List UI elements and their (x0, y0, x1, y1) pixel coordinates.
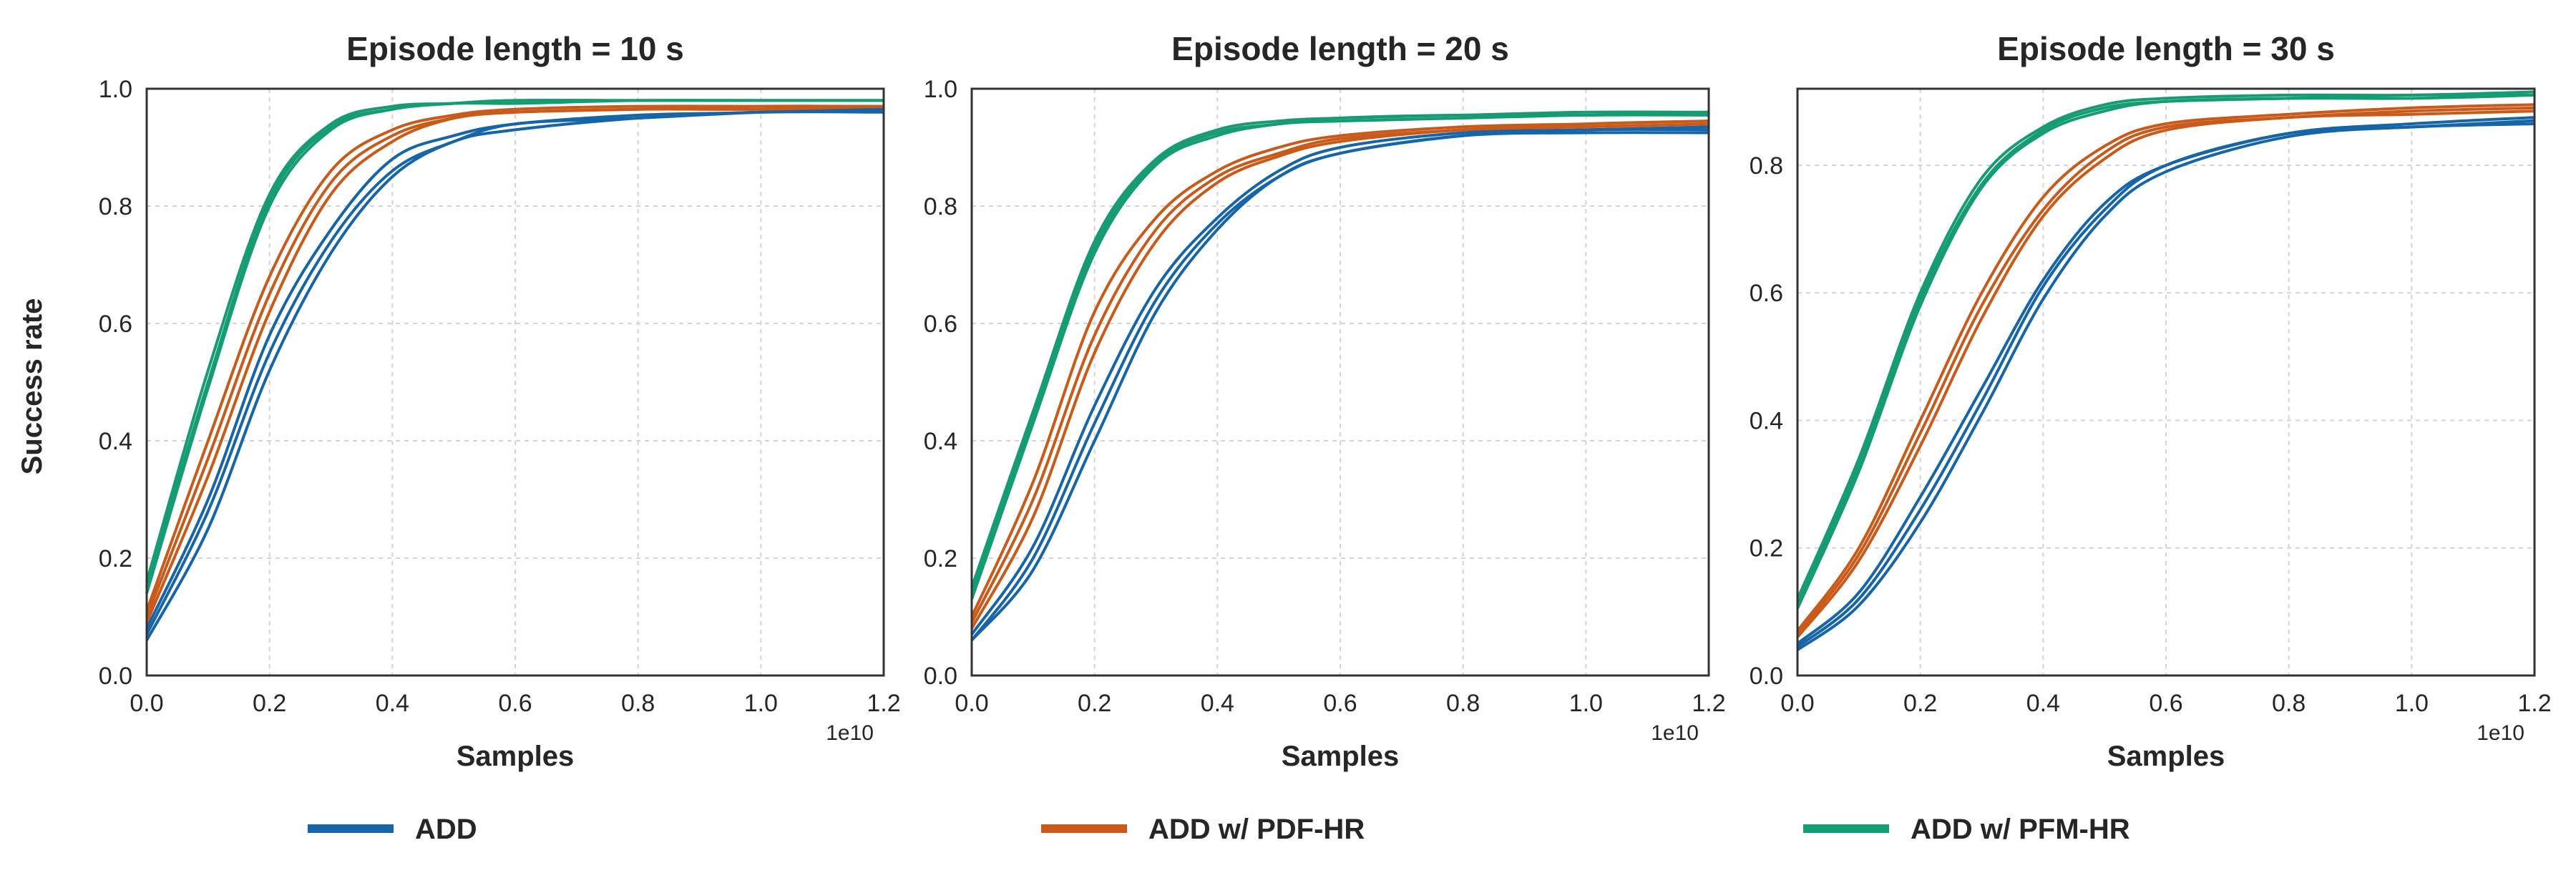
series-line-add-w-pdf-hr-run-3 (1796, 109, 2535, 638)
plot-frame (970, 87, 1710, 677)
legend-label: ADD (415, 814, 477, 845)
y-tick-label: 0.8 (1750, 152, 1783, 180)
x-tick-label: 0.6 (1323, 690, 1357, 717)
y-tick-label: 0.4 (1750, 407, 1783, 434)
y-tick-label: 0.8 (924, 193, 957, 220)
x-tick-label: 0.8 (1446, 690, 1480, 717)
y-tick-label: 0.2 (924, 545, 957, 572)
x-tick-label: 1.2 (2517, 690, 2551, 717)
y-tick-label: 0.4 (99, 428, 132, 455)
legend-label: ADD w/ PFM-HR (1911, 814, 2130, 845)
series-line-add-w-pdf-hr-run-3 (145, 104, 884, 623)
x-tick-label: 0.6 (498, 690, 532, 717)
x-tick-label: 0.0 (130, 690, 163, 717)
legend-label: ADD w/ PDF-HR (1148, 814, 1365, 845)
series-line-add-w-pdf-hr-run-2 (970, 120, 1709, 624)
x-tick-label: 0.4 (376, 690, 409, 717)
x-tick-label: 0.8 (2272, 690, 2306, 717)
series-line-add-w-pdf-hr-run-1 (1796, 103, 2535, 632)
y-tick-label: 0.8 (99, 193, 132, 220)
x-tick-label: 0.4 (1201, 690, 1234, 717)
y-tick-label: 1.0 (99, 76, 132, 103)
series-line-add-run-3 (1796, 122, 2535, 651)
chart-panel-1: 0.0 0.2 0.4 0.6 0.8 1.0 1.2 0.0 0.2 0.4 0.6 0.8 1.0 1… (99, 30, 901, 772)
y-tick-label: 0.0 (1750, 663, 1783, 690)
chart-panels: 0.0 0.2 0.4 0.6 0.8 1.0 1.2 0.0 0.2 0.4 0.6 0.8 1.0 1… (99, 30, 2552, 772)
x-axis-label: Samples (2107, 741, 2225, 772)
x-tick-label: 0.8 (621, 690, 655, 717)
x-exponent-label: 1e10 (826, 721, 874, 745)
series-line-add-w-pdf-hr-run-2 (145, 104, 884, 618)
y-tick-label: 0.0 (924, 663, 957, 690)
x-tick-label: 0.0 (1780, 690, 1814, 717)
legend-item-2: ADD w/ PDF-HR (1041, 814, 1365, 845)
panel-title: Episode length = 20 s (1171, 30, 1509, 67)
x-tick-label: 0.6 (2149, 690, 2182, 717)
x-tick-label: 1.2 (1692, 690, 1725, 717)
series-line-add-w-pfm-hr-run-3 (970, 113, 1709, 600)
series-line-add-run-3 (145, 110, 884, 641)
series-line-add-w-pdf-hr-run-3 (970, 122, 1709, 630)
y-tick-label: 0.2 (1750, 535, 1783, 562)
y-tick-label: 0.4 (924, 428, 957, 455)
series-line-add-run-3 (970, 131, 1709, 642)
series-line-add-w-pfm-hr-run-2 (1796, 93, 2535, 606)
chart-panel-2: 0.0 0.2 0.4 0.6 0.8 1.0 1.2 0.0 0.2 0.4 0.6 0.8 1.0 1… (924, 30, 1726, 772)
x-axis-label: Samples (1282, 741, 1400, 772)
x-tick-label: 1.0 (1569, 690, 1603, 717)
series-line-add-w-pdf-hr-run-2 (1796, 106, 2535, 635)
x-tick-label: 1.2 (867, 690, 900, 717)
x-tick-label: 0.4 (2026, 690, 2060, 717)
y-tick-label: 0.6 (1750, 280, 1783, 307)
panel-title: Episode length = 30 s (1997, 30, 2335, 67)
x-axis-label: Samples (457, 741, 575, 772)
y-tick-label: 1.0 (924, 76, 957, 103)
y-axis-label: Success rate (16, 298, 48, 475)
y-tick-label: 0.0 (99, 663, 132, 690)
plot-frame (1796, 87, 2536, 677)
series-line-add-w-pfm-hr-run-3 (1796, 93, 2535, 610)
series-line-add-run-1 (1796, 116, 2535, 645)
x-tick-label: 1.0 (2395, 690, 2429, 717)
x-exponent-label: 1e10 (2477, 721, 2524, 745)
x-exponent-label: 1e10 (1651, 721, 1699, 745)
x-tick-label: 0.2 (1078, 690, 1111, 717)
legend: ADD ADD w/ PDF-HR ADD w/ PFM-HR (308, 814, 2130, 845)
plot-frame (145, 87, 885, 677)
y-tick-label: 0.2 (99, 545, 132, 572)
x-tick-label: 0.0 (955, 690, 988, 717)
series-line-add-w-pfm-hr-run-3 (145, 99, 884, 594)
legend-item-1: ADD (308, 814, 477, 845)
panel-title: Episode length = 10 s (346, 30, 684, 67)
x-tick-label: 1.0 (744, 690, 778, 717)
y-tick-label: 0.6 (924, 311, 957, 338)
x-tick-label: 0.2 (253, 690, 286, 717)
chart-panel-3: 0.0 0.2 0.4 0.6 0.8 1.0 1.2 0.0 0.2 0.4 0.6 0.8 1e10… (1750, 30, 2552, 772)
y-tick-label: 0.6 (99, 311, 132, 338)
series-line-add-w-pfm-hr-run-1 (970, 110, 1709, 588)
series-line-add-run-2 (970, 127, 1709, 641)
x-tick-label: 0.2 (1903, 690, 1937, 717)
legend-item-3: ADD w/ PFM-HR (1803, 814, 2130, 845)
